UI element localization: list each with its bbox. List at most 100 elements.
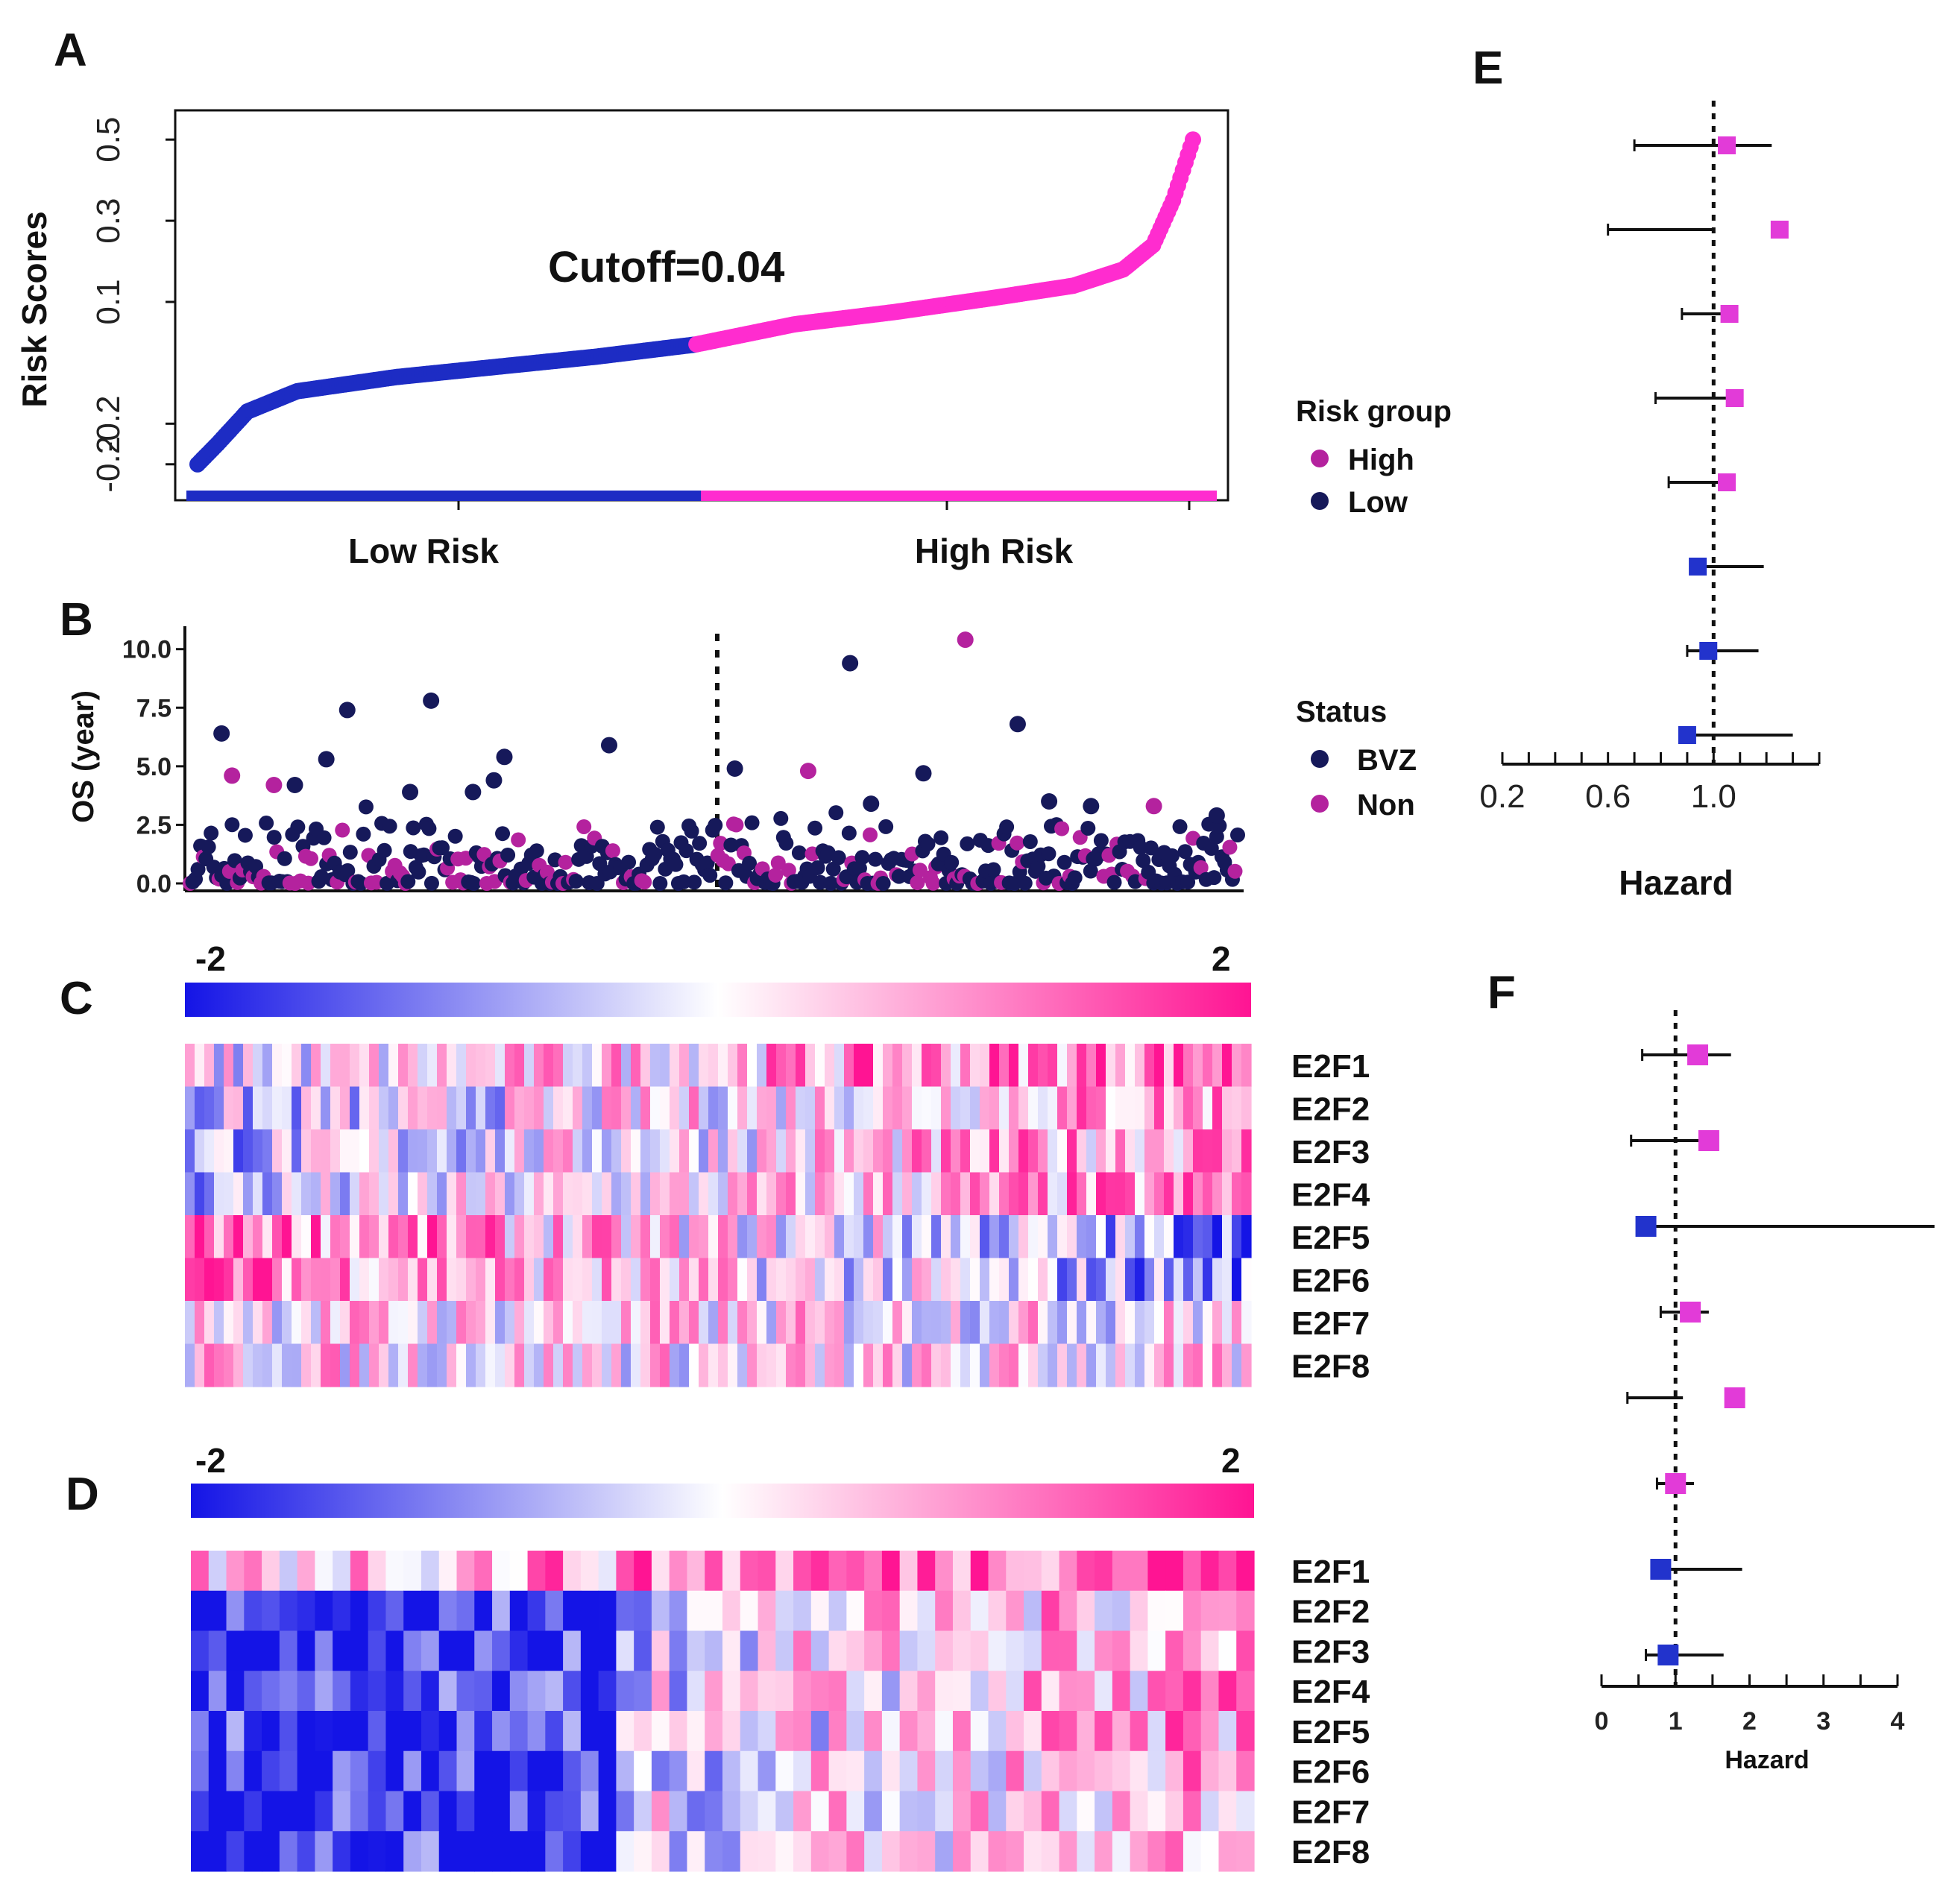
heatmap-cell (297, 1791, 315, 1832)
heatmap-cell (960, 1172, 971, 1216)
heatmap-cell (775, 1590, 794, 1632)
heatmap-cell (757, 1129, 767, 1173)
heatmap-cell (1130, 1551, 1148, 1592)
heatmap-cell (1203, 1343, 1213, 1387)
heatmap-cell (233, 1044, 244, 1088)
heatmap-cell (775, 1551, 794, 1592)
heatmap-cell (262, 1215, 273, 1259)
heatmap-cell (758, 1831, 776, 1872)
heatmap-cell (421, 1831, 440, 1872)
heatmap-cell (474, 1791, 493, 1832)
heatmap-cell (775, 1671, 794, 1712)
heatmap-cell (226, 1831, 245, 1872)
heatmap-cell (1096, 1086, 1106, 1130)
heatmap-cell (1165, 1791, 1184, 1832)
heatmap-cell (359, 1301, 370, 1345)
heatmap-cell (669, 1671, 688, 1712)
heatmap-cell (350, 1671, 369, 1712)
heatmap-cell (815, 1215, 825, 1259)
panel-f-xlabel: Hazard (1725, 1746, 1809, 1774)
heatmap-cell (524, 1172, 535, 1216)
heatmap-cell (687, 1711, 705, 1752)
survival-point (447, 828, 463, 844)
heatmap-cell (1174, 1172, 1184, 1216)
heatmap-cell (793, 1791, 812, 1832)
hazard-ratio-marker (1724, 1387, 1745, 1408)
panel-a-ytick-label: 0.5 (90, 117, 127, 163)
heatmap-cell (1106, 1301, 1116, 1345)
heatmap-cell (527, 1551, 546, 1592)
heatmap-cell (297, 1750, 315, 1792)
heatmap-cell (810, 1791, 830, 1832)
heatmap-cell (1183, 1044, 1194, 1088)
heatmap-cell (1057, 1086, 1068, 1130)
hazard-ratio-marker (1699, 642, 1718, 660)
heatmap-cell (1059, 1750, 1077, 1792)
survival-point (823, 875, 839, 891)
heatmap-cell (582, 1301, 593, 1345)
heatmap-cell (863, 1215, 874, 1259)
heatmap-cell (844, 1172, 854, 1216)
heatmap-cell (573, 1258, 583, 1302)
survival-point (744, 815, 760, 830)
heatmap-cell (708, 1301, 719, 1345)
heatmap-cell (447, 1129, 457, 1173)
heatmap-cell (1028, 1086, 1039, 1130)
heatmap-cell (1024, 1590, 1042, 1632)
heatmap-cell (369, 1044, 380, 1088)
heatmap-cell (1086, 1301, 1097, 1345)
survival-point (854, 850, 870, 866)
heatmap-cell (1006, 1671, 1024, 1712)
heatmap-cell (592, 1343, 602, 1387)
heatmap-cell (224, 1172, 234, 1216)
heatmap-cell (369, 1343, 380, 1387)
heatmap-cell (492, 1630, 511, 1671)
gene-label-e2f8: E2F8 (1291, 1348, 1370, 1384)
heatmap-cell (740, 1711, 759, 1752)
heatmap-cell (1067, 1301, 1077, 1345)
heatmap-cell (989, 1172, 1000, 1216)
heatmap-cell (514, 1258, 525, 1302)
heatmap-cell (1024, 1831, 1042, 1872)
heatmap-cell (1165, 1590, 1184, 1632)
heatmap-cell (330, 1172, 341, 1216)
heatmap-cell (253, 1258, 263, 1302)
heatmap-cell (233, 1343, 244, 1387)
heatmap-cell (1077, 1258, 1087, 1302)
survival-point (318, 751, 335, 768)
heatmap-cell (233, 1129, 244, 1173)
heatmap-cell (524, 1129, 535, 1173)
heatmap-cell (437, 1301, 447, 1345)
heatmap-cell (403, 1551, 422, 1592)
legend-high-label: High (1348, 444, 1414, 476)
heatmap-cell (573, 1301, 583, 1345)
heatmap-cell (687, 1831, 705, 1872)
heatmap-cell (350, 1044, 360, 1088)
heatmap-cell (708, 1215, 719, 1259)
heatmap-cell (834, 1258, 845, 1302)
heatmap-cell (1154, 1215, 1165, 1259)
heatmap-cell (204, 1258, 215, 1302)
heatmap-cell (1059, 1791, 1077, 1832)
heatmap-cell (262, 1671, 280, 1712)
heatmap-cell (1218, 1711, 1237, 1752)
heatmap-cell (805, 1343, 816, 1387)
survival-point (1208, 807, 1225, 824)
heatmap-cell (1174, 1086, 1184, 1130)
heatmap-cell (282, 1215, 292, 1259)
heatmap-cell (634, 1671, 652, 1712)
heatmap-cell (922, 1258, 932, 1302)
survival-point (868, 851, 884, 867)
survival-point (912, 863, 928, 878)
heatmap-cell (321, 1044, 331, 1088)
heatmap-cell (398, 1258, 409, 1302)
survival-point (1145, 798, 1162, 815)
heatmap-cell (1165, 1551, 1184, 1592)
heatmap-cell (1144, 1215, 1155, 1259)
survival-point (204, 825, 219, 841)
survival-point (485, 772, 503, 789)
heatmap-cell (634, 1831, 652, 1872)
heatmap-cell (418, 1215, 428, 1259)
heatmap-cell (815, 1086, 825, 1130)
heatmap-cell (873, 1172, 884, 1216)
